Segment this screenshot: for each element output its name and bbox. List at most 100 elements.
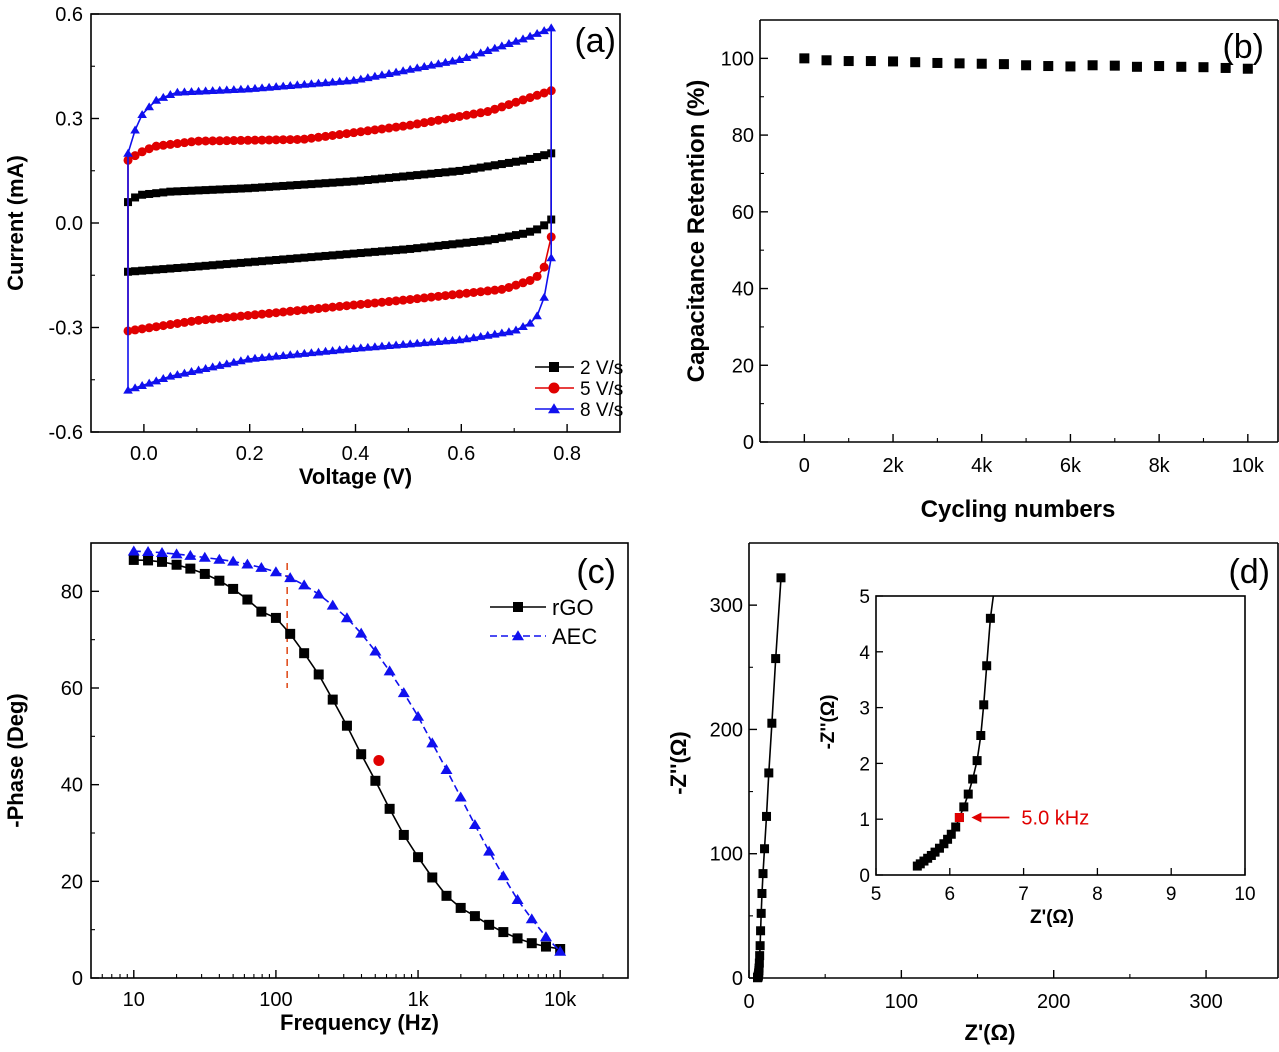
data-point — [525, 275, 535, 285]
data-point — [420, 170, 429, 179]
data-point — [306, 348, 317, 357]
data-point — [292, 306, 302, 316]
data-point — [327, 77, 338, 86]
inset-data-point — [972, 756, 982, 766]
data-point — [447, 290, 457, 300]
data-point — [201, 136, 211, 146]
data-point — [313, 78, 324, 87]
data-point — [910, 57, 921, 68]
data-point — [363, 73, 373, 82]
data-point — [392, 246, 401, 255]
data-point — [469, 237, 478, 246]
y-tick-label: 80 — [732, 125, 754, 147]
data-point — [419, 62, 430, 71]
data-point — [236, 184, 245, 193]
data-point — [760, 844, 770, 854]
data-point — [497, 328, 507, 337]
data-point — [127, 545, 140, 556]
data-point — [320, 78, 331, 87]
data-point — [250, 257, 259, 266]
plot-frame — [90, 542, 629, 979]
y-tick-label: -0.6 — [49, 422, 83, 444]
data-point — [142, 546, 155, 556]
data-point — [355, 74, 366, 83]
data-point — [187, 137, 197, 147]
data-point — [328, 178, 337, 187]
data-point — [229, 259, 238, 268]
data-point — [511, 97, 521, 107]
legend-label: 8 V/s — [580, 400, 623, 421]
data-point — [306, 304, 316, 314]
annotation-arrow-head — [971, 812, 982, 823]
y-tick-label: 80 — [61, 581, 83, 603]
data-point — [145, 266, 154, 275]
data-point — [526, 938, 537, 949]
data-point — [299, 305, 309, 315]
data-point — [158, 140, 168, 150]
data-point — [462, 288, 472, 298]
data-point — [405, 339, 415, 348]
annotation-label: 5.0 kHz — [1021, 808, 1089, 830]
data-point — [355, 343, 366, 352]
data-point — [1021, 60, 1032, 71]
data-point — [165, 320, 175, 330]
data-point — [433, 291, 443, 301]
data-point — [229, 184, 238, 193]
data-point — [405, 64, 415, 73]
legend-marker — [548, 403, 560, 414]
data-point — [483, 107, 493, 117]
data-point — [130, 125, 140, 134]
data-point — [976, 58, 987, 69]
data-point — [279, 255, 288, 264]
data-point — [335, 250, 344, 259]
data-point — [208, 261, 217, 270]
data-point — [398, 121, 408, 131]
data-point — [504, 232, 513, 241]
data-point — [490, 329, 500, 338]
data-point — [511, 36, 521, 45]
data-point — [546, 253, 557, 262]
data-point — [215, 313, 225, 323]
data-point — [384, 123, 394, 133]
data-point — [533, 225, 542, 234]
data-point — [340, 612, 353, 623]
data-point — [497, 41, 507, 50]
data-point — [187, 316, 197, 326]
data-point — [420, 243, 429, 252]
data-point — [194, 262, 203, 271]
data-point — [539, 262, 549, 272]
x-tick-label: 4k — [971, 455, 993, 477]
x-tick-label: 6k — [1060, 455, 1082, 477]
data-point — [208, 185, 217, 194]
data-point — [194, 186, 203, 195]
data-point — [198, 551, 211, 562]
legend-marker — [549, 362, 559, 372]
data-point — [201, 315, 211, 325]
data-point — [271, 351, 281, 360]
data-point — [469, 164, 478, 173]
data-point — [799, 53, 810, 64]
data-point — [286, 254, 295, 263]
data-point — [328, 302, 338, 312]
data-point — [165, 89, 176, 98]
data-point — [412, 338, 423, 347]
data-point — [300, 180, 309, 189]
data-point — [504, 39, 514, 48]
data-point — [272, 182, 281, 191]
data-point — [349, 177, 358, 186]
data-point — [349, 249, 358, 258]
data-point — [286, 181, 295, 190]
x-tick-label: 10k — [1232, 455, 1265, 477]
data-point — [342, 177, 351, 186]
data-point — [264, 308, 274, 318]
data-point — [342, 301, 352, 311]
data-point — [222, 136, 232, 146]
y-tick-label: 40 — [732, 279, 754, 301]
data-point — [525, 318, 535, 327]
data-point — [285, 628, 296, 639]
legend-marker — [512, 630, 524, 641]
data-point — [370, 342, 380, 351]
inset-frame — [875, 595, 1246, 876]
x-tick-label: 1k — [407, 989, 429, 1011]
data-point — [469, 287, 479, 297]
